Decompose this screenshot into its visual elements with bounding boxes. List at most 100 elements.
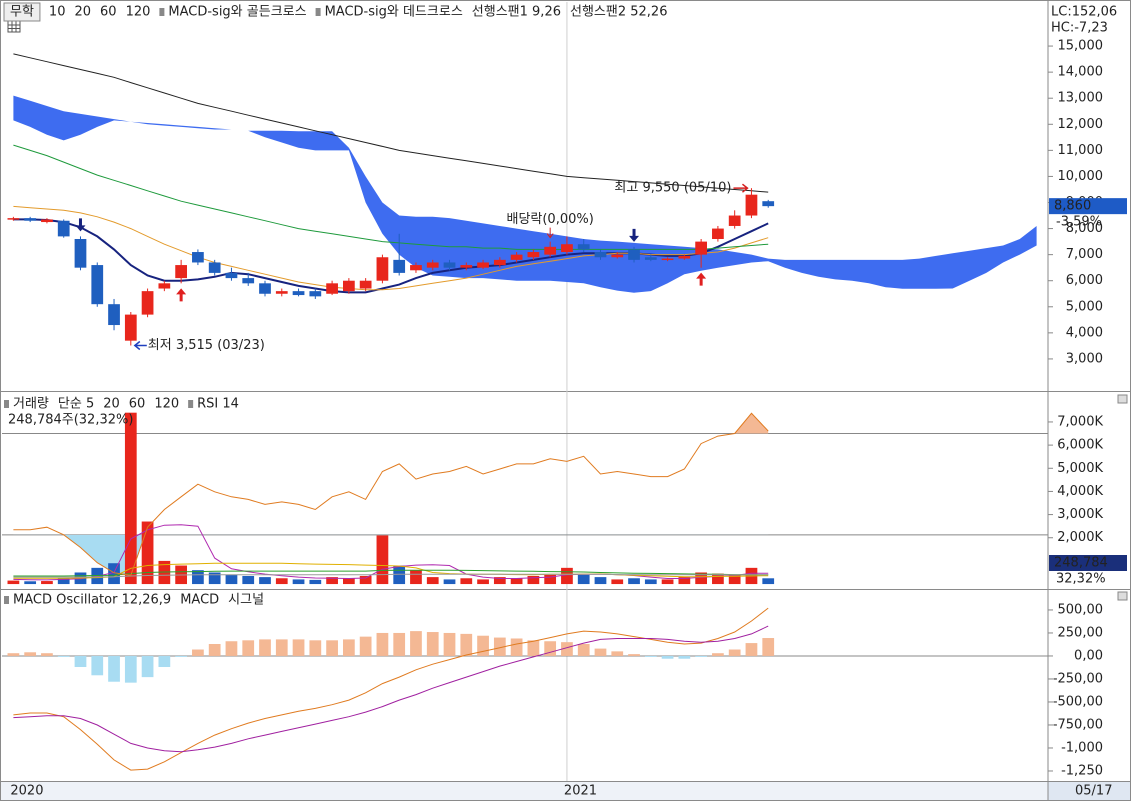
oscillator-bar <box>745 643 758 656</box>
oscillator-bar <box>544 641 557 656</box>
candle-body <box>678 255 691 259</box>
oscillator-bar <box>577 644 590 656</box>
volume-bar <box>208 572 221 585</box>
candle-body <box>493 259 506 266</box>
volume-average <box>13 562 769 579</box>
volume-bar <box>594 577 607 585</box>
candle-body <box>460 265 473 268</box>
last-change: 32,32% <box>1056 572 1106 587</box>
legend-item: 120 <box>154 397 179 412</box>
legend-item: 10 <box>49 5 66 20</box>
y-tick-label: 7,000K <box>1057 414 1103 429</box>
candle-body <box>594 252 607 258</box>
candle-body <box>745 194 758 216</box>
oscillator-bar <box>426 632 439 656</box>
candle-body <box>410 265 422 271</box>
y-tick-label: 12,000 <box>1058 117 1104 132</box>
oscillator-bar <box>611 651 624 656</box>
moving-average <box>13 205 769 291</box>
y-tick-label: 5,000 <box>1066 299 1103 314</box>
panel-close[interactable] <box>1117 394 1128 404</box>
volume-bar <box>292 579 305 585</box>
volume-bar <box>343 578 355 585</box>
volume-bar <box>326 577 338 585</box>
signal-arrow <box>696 272 707 286</box>
candle-body <box>644 257 657 260</box>
y-tick-label: -750,00 <box>1053 717 1103 732</box>
oscillator-bar <box>24 652 37 656</box>
legend-item: 20 <box>103 397 120 412</box>
oscillator-bar <box>762 638 775 656</box>
legend-item: 단순 5 <box>58 397 94 412</box>
candle-body <box>728 215 741 226</box>
hc-label: HC:-7,23 <box>1051 21 1108 36</box>
volume-bar <box>728 574 741 585</box>
table-icon[interactable] <box>7 20 21 33</box>
candle-body <box>259 283 271 294</box>
legend-item: 거래량 <box>13 397 49 412</box>
volume-bar <box>544 574 557 585</box>
panel-close[interactable] <box>1117 591 1128 601</box>
oscillator-bar <box>510 638 523 656</box>
y-tick-label: 13,000 <box>1058 91 1104 106</box>
candle-body <box>661 258 674 261</box>
volume-bar <box>561 567 573 585</box>
volume-bar <box>762 578 775 585</box>
candle-body <box>309 291 322 297</box>
y-tick-label: 5,000K <box>1057 461 1103 476</box>
candle-body <box>24 218 37 221</box>
rsi-zone-fill <box>63 534 145 576</box>
oscillator-bar <box>393 632 406 656</box>
annotation-arrow <box>546 227 554 239</box>
y-tick-label: 10,000 <box>1058 169 1104 184</box>
volume-bar <box>695 572 707 585</box>
time-axis-band <box>1 781 1048 800</box>
volume-bar <box>712 573 724 585</box>
volume-bar <box>192 570 204 585</box>
y-tick-label: 4,000K <box>1057 484 1103 499</box>
candle-body <box>762 201 775 207</box>
volume-bar <box>678 577 691 585</box>
oscillator-bar <box>326 640 338 656</box>
candle-body <box>443 262 456 268</box>
x-tick-label: 2021 <box>564 784 597 799</box>
candle-body <box>74 238 87 268</box>
y-tick-label: 3,000 <box>1066 351 1103 366</box>
annotation: 최고 9,550 (05/10) <box>614 181 731 196</box>
legend-marker <box>4 400 9 408</box>
y-tick-label: -250,00 <box>1053 671 1103 686</box>
volume-bar <box>359 575 372 585</box>
oscillator-bar <box>108 655 120 682</box>
last-value-box <box>1049 198 1127 215</box>
volume-bar <box>225 574 238 585</box>
symbol-button[interactable] <box>3 2 41 22</box>
volume-bar <box>141 521 154 585</box>
y-tick-label: -1,250 <box>1061 763 1103 778</box>
moving-average <box>13 53 769 193</box>
oscillator-bar <box>259 639 271 656</box>
volume-bar <box>108 563 120 585</box>
y-tick-label: 500,00 <box>1058 602 1104 617</box>
volume-bar <box>510 578 523 585</box>
oscillator-bar <box>7 653 20 656</box>
volume-average <box>13 569 769 577</box>
candle-body <box>275 291 288 294</box>
volume-info: 248,784주(32,32%) <box>8 413 133 428</box>
legend-marker <box>188 400 194 408</box>
candle-body <box>208 262 221 273</box>
volume-bar <box>275 578 288 585</box>
oscillator-bar <box>594 648 607 656</box>
oscillator-bar <box>527 640 540 656</box>
candle-body <box>611 254 624 258</box>
candle-body <box>192 252 204 263</box>
oscillator-bar <box>628 654 640 656</box>
volume-bar <box>124 412 137 585</box>
oscillator-bar <box>192 649 204 656</box>
last-value: 248,784 <box>1054 556 1108 571</box>
annotation: 배당락(0,00%) <box>506 212 593 227</box>
candle-body <box>108 304 120 326</box>
volume-bar <box>661 579 674 585</box>
candle-body <box>124 314 137 341</box>
volume-bar <box>309 579 322 585</box>
oscillator-bar <box>292 639 305 656</box>
